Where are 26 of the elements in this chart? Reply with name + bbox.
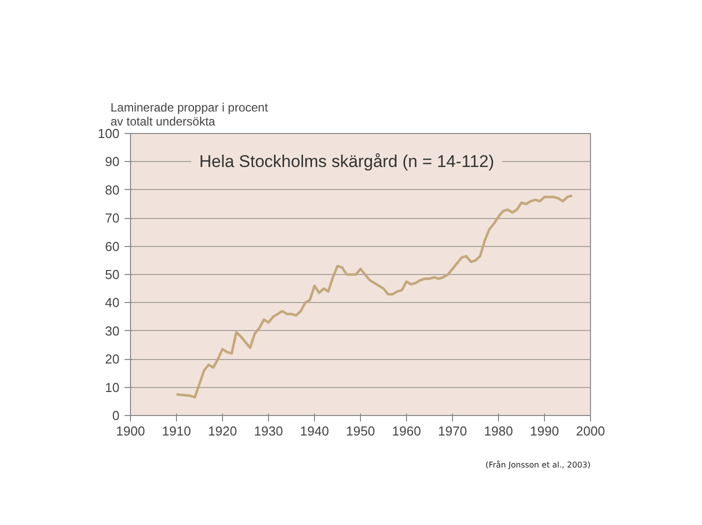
y-tick-label: 20 [105, 352, 120, 367]
y-tick-label: 10 [105, 380, 120, 395]
x-tick-label: 1910 [162, 424, 191, 438]
x-tick-label: 1950 [346, 424, 375, 438]
x-tick-label: 1980 [484, 424, 513, 438]
x-tick-label: 2000 [576, 424, 605, 438]
y-tick-label: 80 [105, 182, 120, 198]
y-axis-title: Laminerade proppar i procent av totalt undersökta [110, 100, 269, 128]
x-tick-label: 1930 [254, 424, 283, 438]
x-tick-label: 1920 [208, 424, 237, 438]
text: (Från Jonsson et al., 2003) [486, 460, 591, 470]
y-tick-label: 70 [105, 210, 120, 226]
y-tick-label: 40 [105, 295, 120, 310]
x-tick-label: 1960 [392, 424, 421, 438]
x-tick-label: 1900 [116, 424, 145, 438]
x-tick-label: 1990 [530, 424, 559, 438]
x-tick-label: 1940 [300, 424, 329, 438]
y-tick-label: 0 [112, 408, 120, 423]
text: Hela Stockholms skärgård (n = 14-112) [199, 152, 494, 172]
y-tick-label: 60 [105, 238, 120, 254]
y-tick-label: 100 [98, 126, 120, 141]
y-tick-label: 30 [105, 323, 120, 338]
line-series [175, 194, 574, 398]
y-tick-label: 50 [105, 267, 120, 282]
x-tick-label: 1970 [438, 424, 467, 438]
y-tick-label: 90 [105, 154, 120, 170]
